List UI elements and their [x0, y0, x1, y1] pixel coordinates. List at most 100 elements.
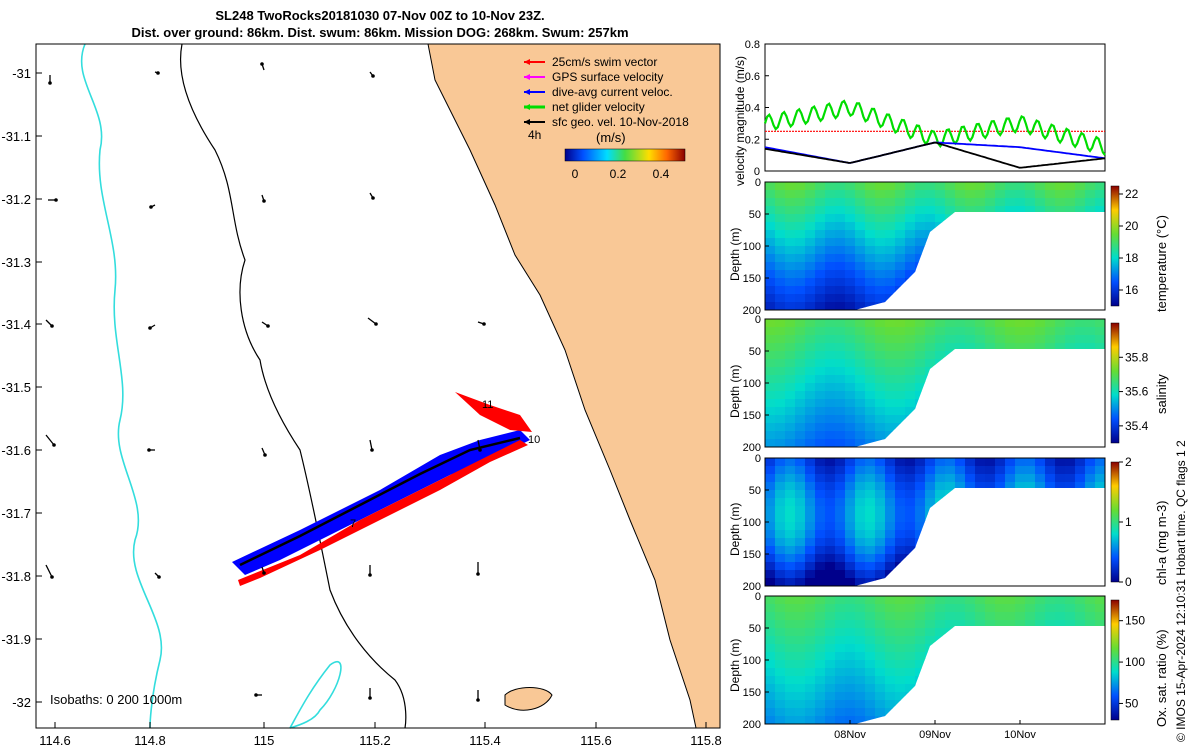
section-cell [905, 399, 916, 408]
section-cell [865, 254, 876, 263]
section-cell [805, 652, 816, 661]
section-cell [785, 383, 796, 392]
section-cell [985, 474, 996, 483]
section-cell [835, 294, 846, 303]
section-cell [965, 620, 976, 629]
section-cell [775, 604, 786, 613]
section-cell [995, 343, 1006, 352]
section-cell [915, 351, 926, 360]
section-cell [815, 692, 826, 701]
section-cell [845, 636, 856, 645]
section-cell [955, 620, 966, 629]
section-cell [995, 474, 1006, 483]
section-ytick-label: 50 [749, 623, 761, 635]
section-ytick-label: 200 [743, 305, 761, 317]
section-cell [1065, 466, 1076, 475]
section-cell [815, 684, 826, 693]
section-cell [885, 490, 896, 499]
section-cell [885, 668, 896, 677]
section-cell [835, 482, 846, 491]
section-cell [785, 482, 796, 491]
section-ytick-label: 50 [749, 209, 761, 221]
section-cell [865, 458, 876, 467]
section-cell [775, 498, 786, 507]
section-cell [845, 538, 856, 547]
section3-ylabel: Depth (m) [728, 502, 742, 556]
section-cell [865, 652, 876, 661]
section-cell [845, 700, 856, 709]
section-cell [885, 190, 896, 199]
section-cell [825, 482, 836, 491]
section-cell [935, 343, 946, 352]
section-cell [785, 359, 796, 368]
section-cell [945, 620, 956, 629]
section-cell [895, 222, 906, 231]
section-cell [765, 490, 776, 499]
section-cell [925, 628, 936, 637]
map-ytick-label: -31.2 [1, 192, 31, 207]
section-cell [795, 506, 806, 515]
section-cell [1095, 620, 1105, 629]
current-arrow-head [147, 448, 151, 452]
section-cell [915, 506, 926, 515]
section-cell [915, 230, 926, 239]
section-cell [835, 214, 846, 223]
section-cell [865, 668, 876, 677]
section-cell [1095, 343, 1105, 352]
section-cell [855, 660, 866, 669]
section-cell [1015, 206, 1026, 215]
section-cell [795, 514, 806, 523]
section-cell [845, 466, 856, 475]
section-cell [805, 230, 816, 239]
section-cell [1025, 335, 1036, 344]
section-cell [875, 708, 886, 717]
section-cell [905, 391, 916, 400]
section-cell [785, 343, 796, 352]
section-cell [775, 439, 786, 447]
velocity-ytick-label: 0.4 [745, 103, 760, 115]
section-ytick-label: 150 [743, 549, 761, 561]
section-cell [875, 214, 886, 223]
section-cell [895, 278, 906, 287]
section-cell [875, 522, 886, 531]
section-cell [875, 367, 886, 376]
section-cell [865, 628, 876, 637]
section-cell [855, 230, 866, 239]
section-cell [855, 514, 866, 523]
section-cell [835, 506, 846, 515]
section-cell [905, 538, 916, 547]
section-cell [935, 604, 946, 613]
section-cell [855, 490, 866, 499]
section-cell [1065, 327, 1076, 336]
section-cell [975, 343, 986, 352]
section-cell [1045, 620, 1056, 629]
section-cell [1015, 327, 1026, 336]
velocity-magnitude-plot: 0 0.2 0.4 0.6 0.8 [745, 39, 1106, 178]
section-cell [845, 415, 856, 424]
section-cell [795, 335, 806, 344]
section-cell [785, 554, 796, 563]
section1-ylabel: Depth (m) [728, 227, 742, 281]
section-cell [785, 198, 796, 207]
section-cell [815, 498, 826, 507]
section-cell [825, 351, 836, 360]
section-cell [845, 343, 856, 352]
section-cell [865, 214, 876, 223]
section-cell [925, 190, 936, 199]
section-cell [975, 466, 986, 475]
section-cell [915, 343, 926, 352]
section-cell [1005, 343, 1016, 352]
section-cell [785, 286, 796, 295]
section-cell [775, 652, 786, 661]
section-cell [1005, 335, 1016, 344]
section-cell [865, 238, 876, 247]
section-cell [825, 238, 836, 247]
section-cell [845, 628, 856, 637]
section-cell [795, 668, 806, 677]
section-cell [855, 222, 866, 231]
section-cell [795, 612, 806, 621]
section-cell [765, 270, 776, 279]
section-cell [925, 636, 936, 645]
section-cell [1015, 474, 1026, 483]
section-cell [795, 254, 806, 263]
